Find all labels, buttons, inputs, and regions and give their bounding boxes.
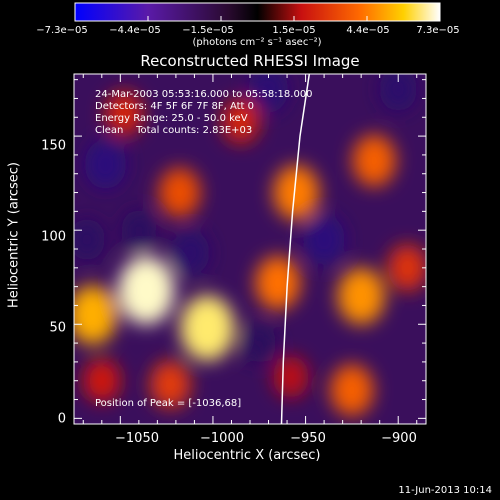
footer-date: 11-Jun-2013 10:14 [398,485,492,496]
y-tick-label-0: 0 [57,411,66,427]
heat-source-0 [180,295,235,361]
y-tick-label-50: 50 [49,320,66,336]
heat-source-10 [330,364,374,416]
colorbar-tick-label-1: −4.4e−05 [109,25,161,36]
heat-source-15 [121,209,157,251]
y-tick-label-100: 100 [41,229,66,245]
heat-source-9 [105,91,144,136]
x-tick-label-900: −900 [381,431,417,446]
annotation-detectors: Detectors: 4F 5F 6F 7F 8F, Att 0 [95,101,255,112]
colorbar-tick-label-4: 4.4e−05 [346,25,390,36]
heat-source-7 [158,167,201,218]
heat-source-13 [272,356,309,398]
heat-source-11 [150,360,191,409]
x-tick-label-950: −950 [290,431,326,446]
colorbar [74,2,441,22]
heat-source-21 [74,218,105,261]
colorbar-tick-label-5: 7.3e−05 [416,25,460,36]
heat-source-17 [84,139,127,189]
heat-source-5 [255,256,301,310]
heat-source-19 [248,74,289,113]
chart-title: Reconstructed RHESSI Image [140,52,360,70]
colorbar-tick-label-2: −1.5e−05 [182,25,234,36]
heat-source-8 [221,98,260,144]
colorbar-ticks [74,16,441,21]
heat-source-14 [387,244,426,292]
heat-source-22 [242,323,277,363]
x-tick-label-1000: −1000 [200,431,244,446]
heat-source-1 [118,256,175,325]
y-axis-label: Heliocentric Y (arcsec) [6,162,22,308]
annotation-energy-range: Energy Range: 25.0 - 50.0 keV [95,113,248,124]
heat-source-16 [303,214,345,265]
heat-source-3 [273,165,320,220]
solar-limb-curve [280,74,311,424]
heat-source-20 [379,74,417,112]
heat-source-2 [74,285,118,345]
colorbar-unit-label: (photons cm⁻² s⁻¹ asec⁻²) [192,37,322,48]
heat-source-4 [337,267,385,325]
heat-source-18 [171,230,210,275]
annotation-time-range: 24-Mar-2003 05:53:16.000 to 05:58:18.000 [95,89,313,100]
x-axis-label: Heliocentric X (arcsec) [173,448,321,463]
x-tick-label-1050: −1050 [115,431,159,446]
colorbar-tick-label-3: 1.5e−05 [272,25,316,36]
source-layer [74,74,426,416]
annotation-clean-counts: Clean Total counts: 2.83E+03 [95,125,253,136]
axis-ticks [74,74,426,424]
y-tick-label-150: 150 [41,138,66,154]
colorbar-tick-label-0: −7.3e−05 [36,25,88,36]
peak-position-label: Position of Peak = [-1036,68] [95,398,242,409]
heat-source-12 [83,358,121,403]
heat-source-6 [352,134,396,187]
